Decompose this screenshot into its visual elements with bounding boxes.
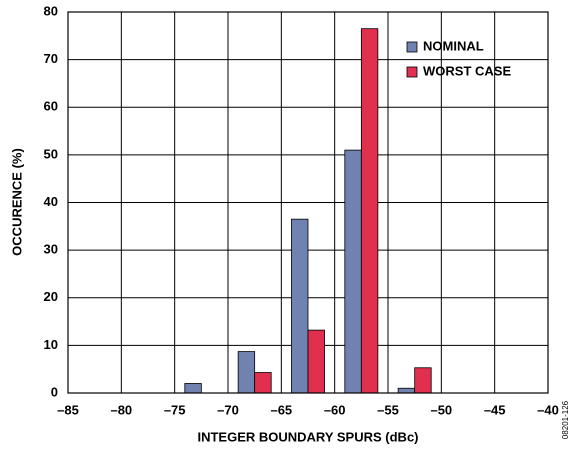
x-tick-label: –75 [164, 402, 186, 417]
legend-label: NOMINAL [423, 38, 484, 53]
y-tick-label: 40 [44, 194, 58, 209]
x-tick-label: –50 [430, 402, 452, 417]
bar [291, 218, 309, 394]
y-tick-label: 20 [44, 289, 58, 304]
y-tick-label: 30 [44, 242, 58, 257]
x-tick-label: –55 [377, 402, 399, 417]
legend-label: WORST CASE [423, 63, 511, 78]
bar [184, 383, 202, 394]
bar [344, 149, 362, 394]
x-tick-label: –40 [537, 402, 559, 417]
x-tick-label: –65 [270, 402, 292, 417]
plot-frame [67, 11, 549, 394]
legend-swatch [406, 41, 418, 53]
bar [237, 351, 256, 394]
x-tick-label: –70 [217, 402, 239, 417]
x-axis-label: INTEGER BOUNDARY SPURS (dBc) [197, 429, 418, 444]
y-tick-label: 50 [44, 146, 58, 161]
y-tick-label: 80 [44, 3, 58, 18]
x-tick-label: –80 [110, 402, 132, 417]
x-tick-label: –85 [57, 402, 79, 417]
y-axis-label: OCCURENCE (%) [9, 148, 24, 256]
bar [414, 367, 432, 394]
bar [307, 329, 325, 394]
figure-id: 08201-126 [561, 400, 570, 439]
bar [254, 372, 272, 394]
y-tick-label: 60 [44, 99, 58, 114]
y-tick-label: 10 [44, 337, 58, 352]
y-tick-label: 70 [44, 51, 58, 66]
x-tick-label: –45 [484, 402, 506, 417]
x-tick-label: –60 [324, 402, 346, 417]
bar [397, 387, 416, 394]
y-tick-label: 0 [51, 384, 58, 399]
legend-swatch [406, 66, 418, 78]
bar [360, 28, 379, 394]
